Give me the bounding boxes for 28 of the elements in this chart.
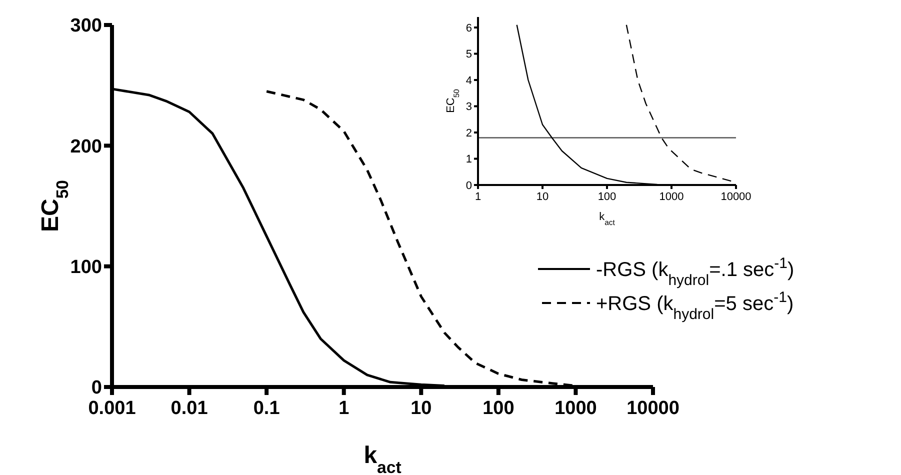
x-tick-label: 10 (410, 398, 432, 419)
legend-label: -RGS (k$_{hydrol}$=.1 sec$^{-1}$) (596, 254, 794, 288)
y-tick-label: 6 (466, 22, 472, 34)
y-tick-label: 100 (70, 256, 102, 278)
x-tick-label: 0.01 (170, 398, 208, 419)
y-tick-label: 0 (91, 378, 102, 399)
x-axis-title: k$_{act}$ (599, 211, 616, 226)
y-tick-label: 200 (70, 136, 102, 158)
x-tick-label: 1 (338, 398, 350, 419)
y-tick-label: 1 (466, 154, 472, 166)
legend-label: +RGS (k$_{hydrol}$=5 sec$^{-1}$) (596, 288, 794, 322)
x-tick-label: 10000 (720, 191, 752, 203)
y-tick-label: 300 (70, 16, 102, 37)
x-tick-label: 10000 (626, 398, 680, 419)
x-tick-label: 1000 (659, 191, 684, 203)
x-tick-label: 10 (536, 191, 549, 203)
y-tick-label: 5 (466, 48, 472, 61)
y-tick-label: 0 (466, 180, 472, 192)
x-tick-label: 1000 (554, 398, 597, 419)
x-tick-label: 100 (598, 191, 616, 203)
x-tick-label: 100 (482, 398, 514, 419)
y-tick-label: 4 (466, 74, 472, 87)
y-tick-label: 3 (466, 101, 472, 114)
x-axis-title: k$_{act}$ (364, 442, 402, 475)
x-tick-label: 0.001 (88, 398, 136, 419)
x-tick-label: 0.1 (253, 398, 280, 419)
x-tick-label: 1 (474, 191, 482, 203)
y-tick-label: 2 (466, 127, 472, 140)
